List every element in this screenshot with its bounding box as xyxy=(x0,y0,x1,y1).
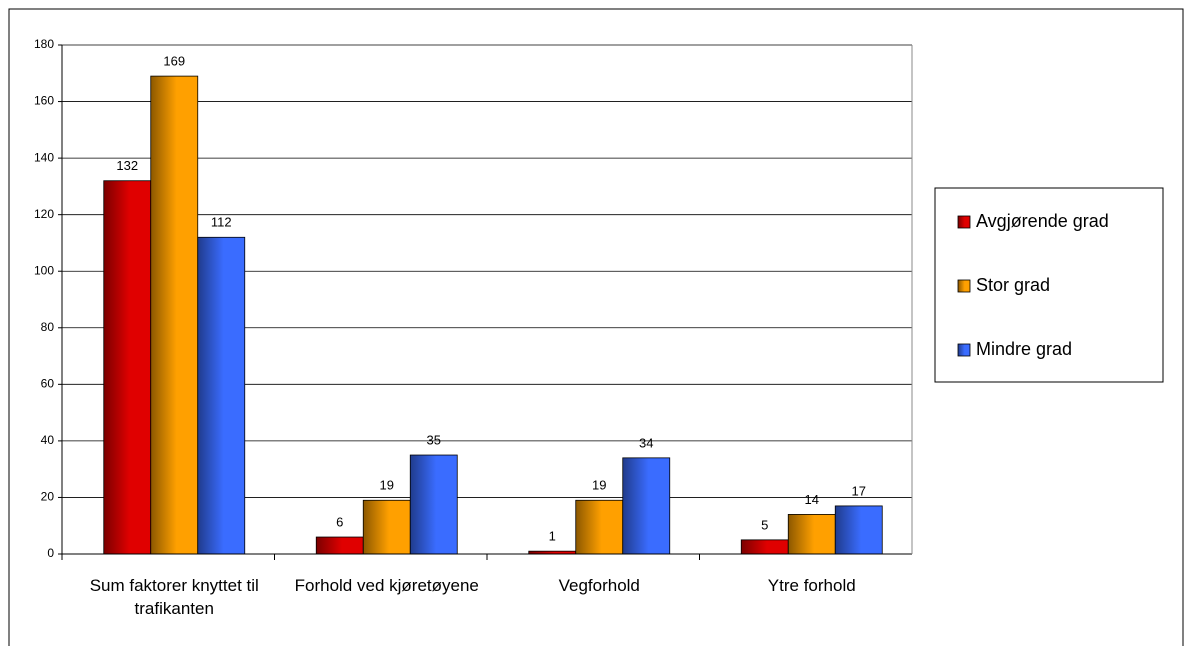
y-tick-label: 20 xyxy=(41,490,55,504)
y-tick-label: 180 xyxy=(34,37,54,51)
y-tick-label: 160 xyxy=(34,94,54,108)
data-label: 169 xyxy=(163,54,185,69)
bar xyxy=(409,454,458,555)
data-label: 132 xyxy=(116,158,138,173)
legend-label: Avgjørende grad xyxy=(976,211,1109,231)
y-tick-label: 100 xyxy=(34,263,54,277)
data-label: 112 xyxy=(211,215,232,230)
chart-frame xyxy=(8,8,1184,646)
data-label: 19 xyxy=(380,478,394,493)
y-tick-label: 120 xyxy=(34,207,54,221)
bar xyxy=(150,75,199,555)
y-tick-label: 60 xyxy=(41,377,55,391)
y-tick-label: 140 xyxy=(34,150,54,164)
bar xyxy=(787,514,836,555)
data-label: 35 xyxy=(427,432,441,447)
bar xyxy=(740,539,789,555)
bar xyxy=(362,499,411,555)
data-label: 17 xyxy=(852,483,866,498)
data-label: 19 xyxy=(592,478,606,493)
x-tick-label: Vegforhold xyxy=(558,576,640,595)
bar xyxy=(315,536,364,555)
legend-swatch xyxy=(957,215,971,229)
legend-label: Stor grad xyxy=(976,275,1050,295)
bar xyxy=(197,236,246,555)
data-label: 6 xyxy=(336,514,343,529)
legend-swatch xyxy=(957,279,971,293)
legend-swatch xyxy=(957,343,971,357)
x-tick-label: Ytre forhold xyxy=(767,576,856,595)
y-tick-label: 0 xyxy=(47,546,54,560)
data-label: 14 xyxy=(805,492,819,507)
legend-label: Mindre grad xyxy=(976,339,1072,359)
y-tick-label: 40 xyxy=(41,433,55,447)
bar xyxy=(575,499,624,555)
legend-box xyxy=(934,187,1164,383)
x-tick-label: Sum faktorer knyttet til trafikanten xyxy=(89,576,259,618)
y-tick-label: 80 xyxy=(41,320,55,334)
bar xyxy=(834,505,883,555)
bar xyxy=(622,457,671,555)
x-tick-label: Forhold ved kjøretøyene xyxy=(294,576,479,595)
data-label: 34 xyxy=(639,435,653,450)
data-label: 5 xyxy=(761,517,768,532)
bar xyxy=(103,180,152,555)
data-label: 1 xyxy=(549,529,556,544)
